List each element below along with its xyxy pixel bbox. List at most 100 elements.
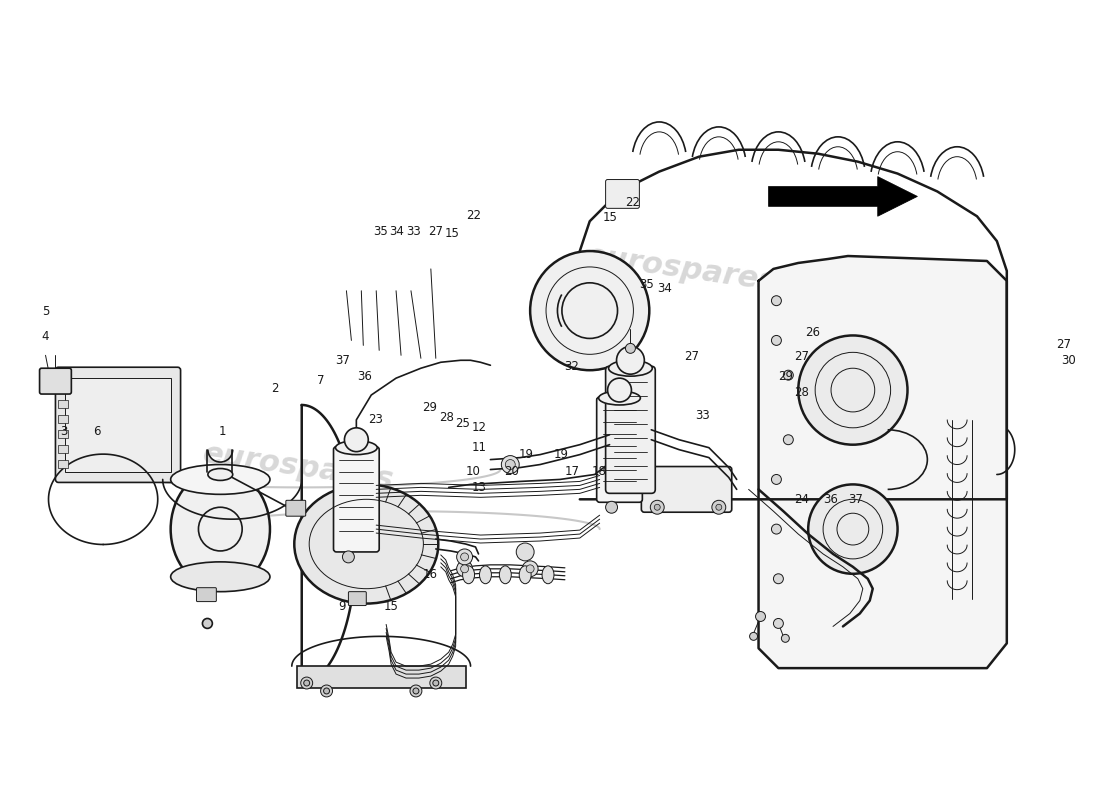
Ellipse shape: [463, 566, 474, 584]
Text: 23: 23: [367, 414, 383, 426]
Circle shape: [461, 565, 469, 573]
Text: 15: 15: [444, 226, 459, 240]
Text: 33: 33: [406, 225, 421, 238]
FancyBboxPatch shape: [349, 592, 366, 606]
Ellipse shape: [608, 360, 652, 376]
Text: 35: 35: [373, 225, 388, 238]
Circle shape: [756, 611, 766, 622]
Circle shape: [606, 502, 617, 514]
Circle shape: [505, 459, 515, 470]
Circle shape: [342, 551, 354, 563]
Text: 27: 27: [684, 350, 700, 363]
Text: 2: 2: [271, 382, 278, 394]
Text: 10: 10: [466, 465, 481, 478]
FancyBboxPatch shape: [606, 366, 656, 494]
Text: eurospares: eurospares: [201, 440, 396, 495]
FancyBboxPatch shape: [333, 446, 380, 552]
Circle shape: [654, 504, 660, 510]
Text: 24: 24: [794, 493, 808, 506]
Text: 30: 30: [1062, 354, 1076, 366]
Circle shape: [522, 561, 538, 577]
FancyBboxPatch shape: [606, 179, 639, 208]
Ellipse shape: [542, 566, 554, 584]
Circle shape: [716, 504, 722, 510]
Text: 28: 28: [439, 411, 453, 424]
Text: 18: 18: [592, 465, 606, 478]
Text: 3: 3: [60, 426, 67, 438]
FancyBboxPatch shape: [58, 459, 68, 467]
FancyBboxPatch shape: [58, 385, 68, 393]
Circle shape: [783, 434, 793, 445]
Circle shape: [607, 378, 631, 402]
FancyBboxPatch shape: [58, 400, 68, 408]
Text: 28: 28: [794, 386, 808, 398]
Ellipse shape: [295, 485, 438, 603]
Text: 19: 19: [553, 447, 569, 461]
Ellipse shape: [170, 465, 270, 494]
FancyBboxPatch shape: [40, 368, 72, 394]
Circle shape: [456, 549, 473, 565]
Text: 11: 11: [472, 441, 486, 454]
Circle shape: [300, 677, 312, 689]
Circle shape: [320, 685, 332, 697]
FancyBboxPatch shape: [58, 445, 68, 453]
Text: 29: 29: [422, 402, 438, 414]
Circle shape: [773, 574, 783, 584]
Text: 1: 1: [219, 426, 225, 438]
Text: eurospares: eurospares: [584, 241, 779, 297]
Text: 17: 17: [564, 465, 580, 478]
Text: 32: 32: [564, 360, 580, 373]
Text: 27: 27: [794, 350, 808, 363]
Circle shape: [530, 251, 649, 370]
Text: 27: 27: [428, 225, 443, 238]
Ellipse shape: [336, 441, 377, 454]
Text: 6: 6: [92, 426, 100, 438]
FancyBboxPatch shape: [286, 500, 306, 516]
Circle shape: [781, 634, 790, 642]
Circle shape: [344, 428, 369, 452]
Text: 37: 37: [336, 354, 350, 366]
Circle shape: [412, 688, 419, 694]
Text: 22: 22: [466, 209, 481, 222]
Polygon shape: [759, 256, 1006, 668]
Circle shape: [650, 500, 664, 514]
Text: 4: 4: [42, 330, 50, 343]
Circle shape: [712, 500, 726, 514]
Circle shape: [783, 370, 793, 380]
Text: 12: 12: [472, 422, 486, 434]
FancyBboxPatch shape: [641, 466, 732, 512]
Text: 7: 7: [317, 374, 324, 386]
Circle shape: [516, 543, 535, 561]
Circle shape: [430, 677, 442, 689]
Ellipse shape: [519, 566, 531, 584]
Circle shape: [808, 485, 898, 574]
Text: 33: 33: [695, 410, 711, 422]
Ellipse shape: [598, 391, 640, 405]
Circle shape: [771, 296, 781, 306]
FancyBboxPatch shape: [58, 430, 68, 438]
Ellipse shape: [208, 469, 233, 481]
Ellipse shape: [499, 566, 512, 584]
FancyBboxPatch shape: [65, 378, 170, 471]
Text: 19: 19: [518, 447, 534, 461]
Text: 15: 15: [384, 600, 399, 613]
Circle shape: [456, 561, 473, 577]
Text: 29: 29: [779, 370, 793, 382]
Circle shape: [304, 680, 310, 686]
Text: 15: 15: [603, 210, 617, 224]
FancyBboxPatch shape: [297, 666, 465, 688]
Text: 9: 9: [339, 600, 346, 613]
Text: 16: 16: [422, 568, 438, 582]
Text: 25: 25: [455, 418, 470, 430]
FancyBboxPatch shape: [197, 588, 217, 602]
Circle shape: [749, 632, 758, 640]
Circle shape: [799, 335, 908, 445]
Text: 20: 20: [504, 465, 519, 478]
Text: 34: 34: [658, 282, 672, 295]
Ellipse shape: [170, 562, 270, 592]
Text: 5: 5: [42, 305, 50, 318]
Text: 35: 35: [639, 278, 653, 291]
Text: 34: 34: [389, 225, 405, 238]
Circle shape: [626, 343, 636, 354]
Circle shape: [461, 553, 469, 561]
